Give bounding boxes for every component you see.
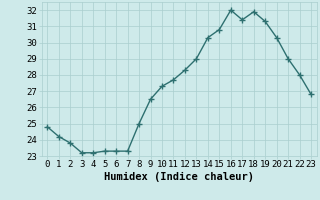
X-axis label: Humidex (Indice chaleur): Humidex (Indice chaleur) <box>104 172 254 182</box>
